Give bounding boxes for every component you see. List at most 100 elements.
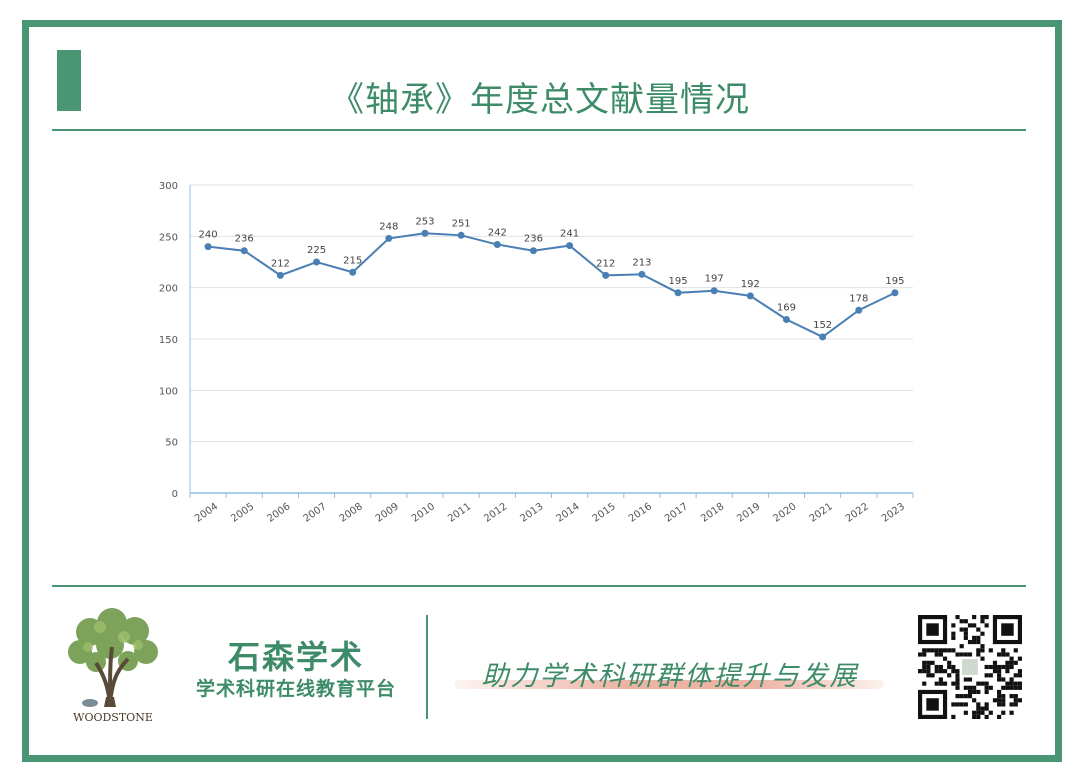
qr-module — [922, 681, 927, 686]
qr-module — [967, 652, 973, 657]
qr-module — [1013, 660, 1018, 665]
qr-module — [980, 648, 985, 653]
qr-module — [997, 702, 1002, 707]
qr-module — [988, 673, 993, 678]
qr-module — [1005, 669, 1010, 674]
qr-module — [1005, 681, 1010, 686]
y-tick-label: 0 — [172, 489, 178, 500]
series-line — [207, 232, 896, 339]
x-tick-label: 2018 — [699, 501, 726, 525]
qr-module — [980, 631, 985, 636]
qr-module — [955, 673, 960, 678]
qr-module — [988, 685, 993, 690]
qr-module — [980, 644, 985, 649]
header-rule — [52, 129, 1026, 131]
data-point — [566, 242, 574, 250]
qr-module — [955, 615, 960, 620]
qr-module — [1017, 656, 1022, 661]
qr-module — [918, 669, 923, 674]
qr-module — [934, 652, 939, 657]
qr-module — [947, 660, 952, 665]
data-label: 212 — [596, 258, 615, 269]
x-tick-label: 2011 — [446, 501, 473, 525]
qr-module — [972, 698, 977, 703]
qr-module — [976, 689, 981, 695]
qr-module — [1001, 648, 1006, 653]
x-tick-label: 2020 — [771, 501, 798, 525]
data-label: 169 — [777, 302, 796, 313]
qr-module — [984, 615, 989, 620]
y-tick-label: 150 — [159, 335, 178, 346]
x-tick-label: 2008 — [338, 501, 365, 525]
x-tick-label: 2004 — [193, 501, 220, 525]
qr-module — [976, 627, 981, 632]
qr-module — [984, 673, 989, 678]
footer-divider — [426, 615, 428, 719]
data-point — [313, 258, 321, 266]
slogan-text: 助力学术科研群体提升与发展 — [481, 661, 859, 692]
data-label: 253 — [415, 216, 434, 227]
qr-module — [930, 673, 935, 678]
qr-module — [1017, 673, 1022, 678]
woodstone-tree-logo: WOODSTONE — [68, 608, 158, 724]
qr-module — [955, 669, 960, 674]
qr-module — [980, 656, 985, 661]
qr-module — [984, 714, 989, 719]
qr-module — [976, 635, 981, 640]
x-tick-label: 2005 — [229, 501, 256, 525]
qr-module — [963, 710, 968, 715]
qr-module — [984, 685, 989, 690]
data-label: 195 — [668, 276, 687, 287]
qr-module — [997, 669, 1002, 674]
qr-module — [938, 664, 943, 670]
qr-code-icon[interactable] — [918, 615, 1022, 719]
qr-module — [1013, 685, 1018, 690]
qr-module — [962, 659, 978, 675]
qr-module — [955, 677, 960, 682]
slogan-block: 助力学术科研群体提升与发展 — [450, 652, 890, 702]
qr-module — [1017, 685, 1022, 690]
brand-subtitle: 学术科研在线教育平台 — [195, 678, 396, 700]
qr-module — [1013, 648, 1018, 653]
qr-module — [976, 710, 981, 715]
data-point — [674, 289, 682, 297]
data-label: 152 — [813, 320, 832, 331]
qr-module — [1009, 710, 1014, 715]
data-label: 236 — [524, 234, 543, 245]
qr-module — [1001, 664, 1006, 670]
qr-module — [1009, 664, 1014, 670]
qr-module — [938, 652, 943, 657]
x-tick-label: 2007 — [302, 501, 329, 525]
qr-module — [930, 648, 935, 653]
qr-module — [955, 652, 960, 657]
data-label: 240 — [199, 230, 218, 241]
data-label: 212 — [271, 258, 290, 269]
qr-module — [984, 706, 989, 711]
data-label: 248 — [379, 221, 398, 232]
qr-module — [1009, 694, 1014, 699]
qr-module — [988, 710, 993, 715]
qr-module — [992, 698, 998, 703]
qr-module — [1017, 669, 1022, 674]
data-label: 236 — [235, 234, 254, 245]
qr-module — [963, 619, 968, 624]
qr-module — [967, 677, 973, 682]
qr-module — [963, 685, 968, 690]
qr-module — [988, 664, 993, 670]
qr-module — [951, 648, 956, 653]
data-point — [746, 292, 754, 300]
qr-module — [934, 669, 939, 674]
line-chart: 0 50 100 150 200 250 300 2004 2005 2006 2007 2008 20… — [159, 181, 914, 525]
qr-module — [942, 669, 948, 674]
qr-module — [1009, 677, 1014, 682]
data-label: 195 — [885, 276, 904, 287]
qr-module — [972, 689, 977, 695]
qr-module — [972, 685, 977, 690]
qr-module — [938, 681, 943, 686]
logo-wordmark: WOODSTONE — [73, 711, 153, 724]
qr-module — [992, 660, 998, 665]
y-tick-label: 300 — [159, 181, 178, 192]
qr-module — [959, 694, 964, 699]
qr-module — [1005, 660, 1010, 665]
qr-module — [959, 702, 964, 707]
